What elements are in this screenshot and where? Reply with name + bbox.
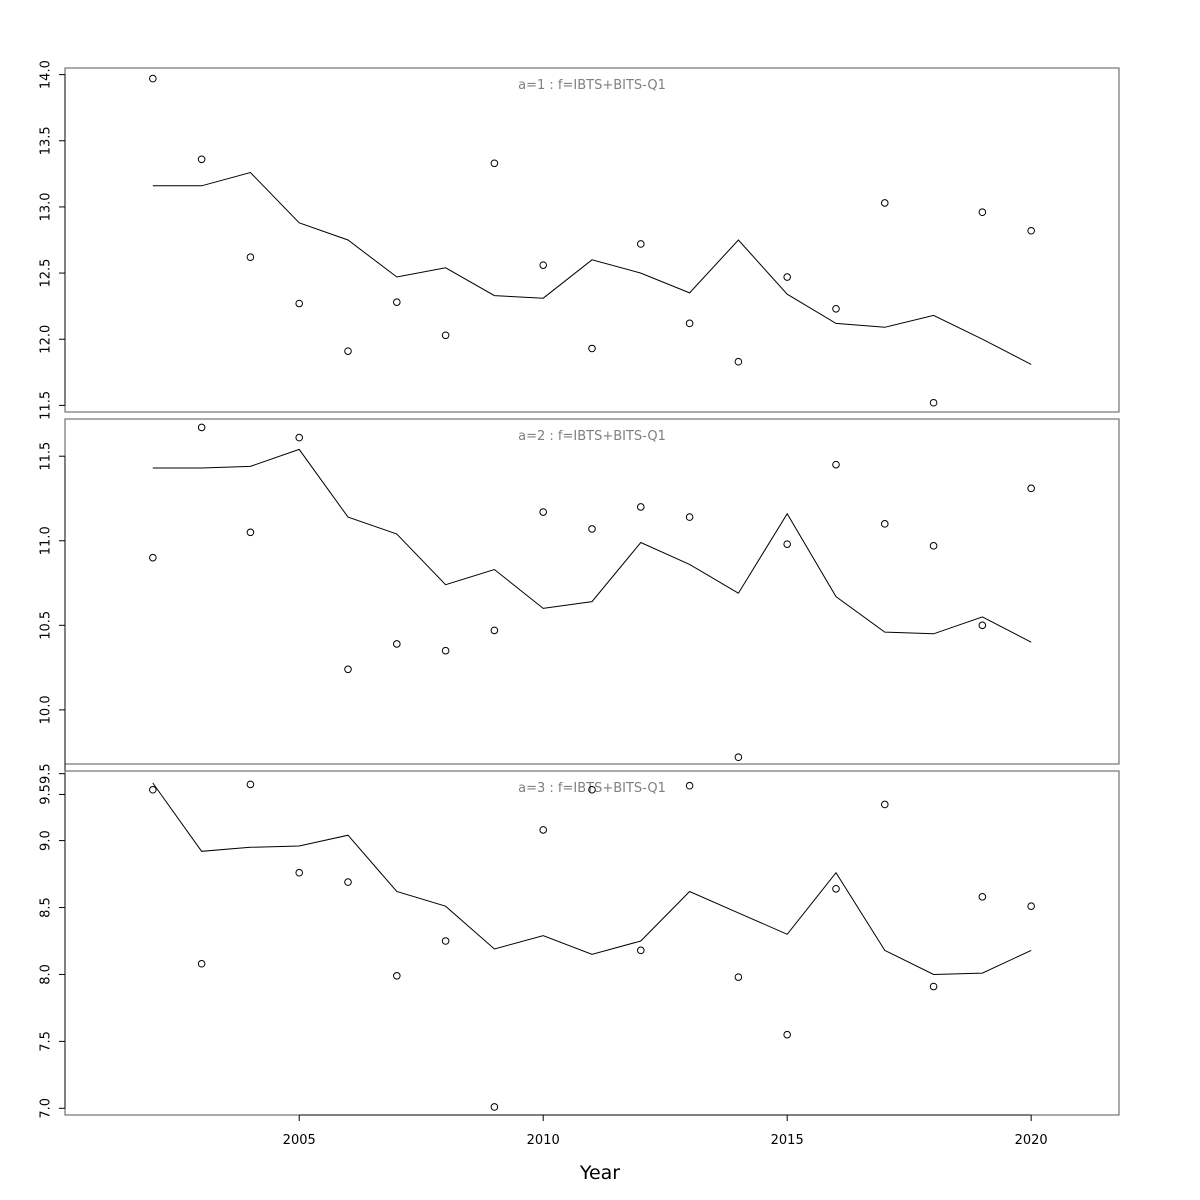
observation-point <box>197 959 206 968</box>
y-tick-label: 7.5 <box>39 1031 54 1052</box>
observation-point <box>636 503 645 511</box>
y-tick-label: 7.0 <box>39 1098 54 1119</box>
observation-point <box>295 433 304 442</box>
observation-point <box>149 553 157 562</box>
observation-point <box>929 982 938 991</box>
y-tick-label: 9.5 <box>39 784 54 805</box>
observation-point <box>832 460 840 469</box>
observation-point <box>393 971 401 980</box>
observation-point <box>929 398 938 407</box>
fitted-line <box>152 448 1032 643</box>
observation-point <box>295 868 304 877</box>
observation-point <box>880 800 889 809</box>
observation-point <box>734 753 743 762</box>
observation-point <box>539 826 548 834</box>
observation-point <box>783 540 791 548</box>
panel-title: a=1 : f=IBTS+BITS-Q1 <box>518 78 666 93</box>
y-tick-label: 10.5 <box>39 611 54 640</box>
observation-point <box>539 508 548 516</box>
y-tick-label: 9.0 <box>39 830 54 851</box>
observation-point <box>344 665 352 674</box>
observation-point <box>246 780 255 789</box>
observation-point <box>393 298 401 306</box>
observation-point <box>832 884 840 893</box>
x-tick-label: 2005 <box>283 1133 316 1148</box>
observation-point <box>588 525 596 533</box>
observation-point <box>636 946 645 955</box>
y-tick-label: 11.5 <box>39 442 54 471</box>
observation-point <box>734 973 743 981</box>
observation-point <box>490 159 499 168</box>
observation-point <box>246 253 255 262</box>
observation-point <box>588 785 596 794</box>
panel-2: 9.5 10.0 10.5 11.0 11.5 a=2 : f=IBTS+BITS-Q1 <box>39 418 1120 805</box>
observation-point <box>734 357 743 366</box>
panel-1: 11.5 12.0 12.5 13.0 13.5 14.0 a=1 : f=IBTS+BIT… <box>39 60 1120 420</box>
fitted-line <box>152 782 1032 976</box>
observation-point <box>978 893 987 901</box>
observation-point <box>441 646 450 655</box>
y-tick-label: 8.0 <box>39 964 54 985</box>
observation-point <box>393 640 401 648</box>
y-tick-label: 11.5 <box>39 391 54 420</box>
observation-point <box>441 331 450 340</box>
fitted-line <box>152 171 1032 365</box>
panel-title: a=2 : f=IBTS+BITS-Q1 <box>518 429 666 444</box>
x-tick-label: 2010 <box>527 1133 560 1148</box>
y-tick-label: 9.5 <box>39 763 54 784</box>
observation-point <box>685 319 694 328</box>
panel-frame <box>64 67 1120 413</box>
observation-point <box>344 347 352 355</box>
x-tick-label: 2020 <box>1015 1133 1048 1148</box>
observation-point <box>1027 484 1035 493</box>
x-axis-label: Year <box>579 1162 620 1184</box>
y-tick-label: 13.0 <box>39 192 54 221</box>
observation-point <box>783 273 791 281</box>
observation-point <box>929 542 938 550</box>
x-tick-label: 2015 <box>771 1133 804 1148</box>
observation-point <box>344 878 352 886</box>
y-tick-label: 11.0 <box>39 526 54 555</box>
panel-frame <box>64 418 1120 765</box>
observation-point <box>880 199 889 207</box>
y-tick-label: 12.5 <box>39 259 54 288</box>
observation-point <box>295 299 304 308</box>
observation-point <box>197 155 206 164</box>
y-tick-label: 13.5 <box>39 126 54 155</box>
observation-point <box>588 344 596 353</box>
panel-3: 7.0 7.5 8.0 8.5 9.0 9.5 a=3 : f=IBTS+BITS-Q1 <box>39 763 1120 1119</box>
observation-point <box>685 781 694 790</box>
observation-point <box>880 520 889 528</box>
observation-point <box>441 937 450 945</box>
observation-point <box>636 240 645 248</box>
observation-point <box>149 74 157 83</box>
observation-point <box>197 423 206 432</box>
y-tick-label: 8.5 <box>39 897 54 918</box>
observation-point <box>539 261 548 269</box>
panels-group: 11.5 12.0 12.5 13.0 13.5 14.0 a=1 : f=IBTS+BIT… <box>39 60 1120 1119</box>
y-tick-label: 14.0 <box>39 60 54 89</box>
observation-point <box>832 305 840 313</box>
y-tick-label: 10.0 <box>39 695 54 724</box>
observation-point <box>978 621 987 630</box>
observation-point <box>783 1030 791 1039</box>
observation-point <box>685 513 694 521</box>
observation-point <box>246 528 255 537</box>
panel-frame <box>64 770 1120 1116</box>
observation-point <box>149 785 157 794</box>
observation-point <box>490 626 499 635</box>
observation-point <box>490 1103 499 1111</box>
observation-point <box>978 208 987 217</box>
panel-title: a=3 : f=IBTS+BITS-Q1 <box>518 781 666 796</box>
observation-point <box>1027 902 1035 910</box>
x-axis: 2005 2010 2015 2020 <box>283 1114 1048 1148</box>
y-tick-label: 12.0 <box>39 325 54 354</box>
observation-point <box>1027 226 1035 235</box>
